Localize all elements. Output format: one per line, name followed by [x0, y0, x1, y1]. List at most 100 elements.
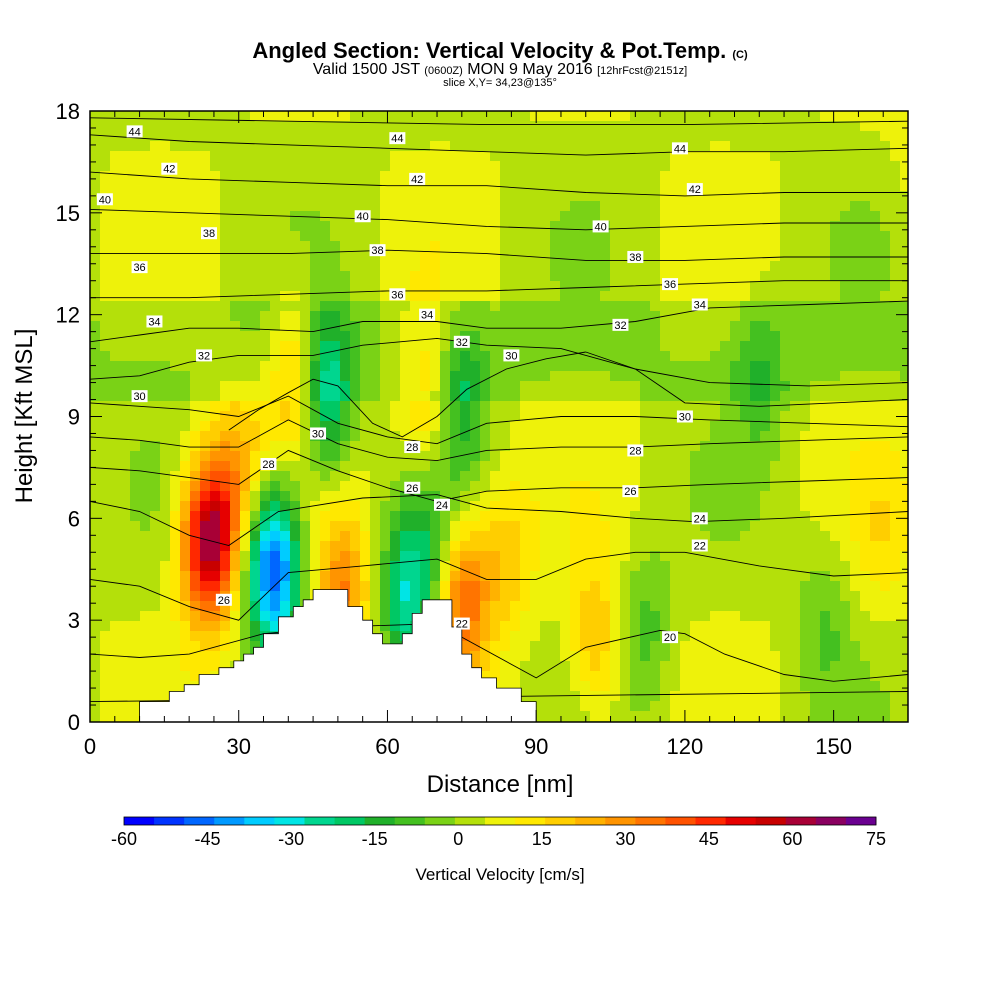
velocity-cell	[700, 351, 711, 362]
velocity-cell	[560, 681, 571, 692]
velocity-cell	[590, 701, 601, 712]
velocity-cell	[370, 251, 381, 262]
velocity-cell	[380, 261, 391, 272]
velocity-cell	[140, 501, 151, 512]
velocity-cell	[610, 291, 621, 302]
velocity-cell	[680, 561, 691, 572]
velocity-cell	[840, 231, 851, 242]
velocity-cell	[200, 531, 211, 542]
velocity-cell	[730, 111, 741, 122]
velocity-cell	[710, 711, 721, 722]
velocity-cell	[600, 341, 611, 352]
velocity-cell	[770, 601, 781, 612]
velocity-cell	[570, 331, 581, 342]
velocity-cell	[460, 461, 471, 472]
velocity-cell	[860, 431, 871, 442]
velocity-cell	[280, 431, 291, 442]
velocity-cell	[200, 311, 211, 322]
velocity-cell	[490, 501, 501, 512]
velocity-cell	[410, 451, 421, 462]
velocity-cell	[530, 541, 541, 552]
velocity-cell	[630, 241, 641, 252]
velocity-cell	[250, 301, 261, 312]
velocity-cell	[410, 241, 421, 252]
velocity-cell	[830, 531, 841, 542]
velocity-cell	[230, 421, 241, 432]
velocity-cell	[670, 151, 681, 162]
velocity-cell	[850, 571, 861, 582]
velocity-cell	[210, 361, 221, 372]
velocity-cell	[710, 681, 721, 692]
velocity-cell	[150, 461, 161, 472]
velocity-cell	[480, 651, 491, 662]
velocity-cell	[710, 641, 721, 652]
velocity-cell	[590, 601, 601, 612]
velocity-cell	[110, 391, 121, 402]
velocity-cell	[290, 351, 301, 362]
velocity-cell	[720, 601, 731, 612]
velocity-cell	[200, 481, 211, 492]
velocity-cell	[790, 181, 801, 192]
velocity-cell	[600, 301, 611, 312]
velocity-cell	[460, 561, 471, 572]
velocity-cell	[220, 481, 231, 492]
velocity-cell	[860, 301, 871, 312]
velocity-cell	[830, 441, 841, 452]
velocity-cell	[830, 431, 841, 442]
velocity-cell	[190, 561, 201, 572]
velocity-cell	[500, 361, 511, 372]
velocity-cell	[230, 391, 241, 402]
velocity-cell	[190, 571, 201, 582]
velocity-cell	[560, 511, 571, 522]
velocity-cell	[100, 631, 111, 642]
velocity-cell	[700, 701, 711, 712]
velocity-cell	[450, 521, 461, 532]
velocity-cell	[810, 341, 821, 352]
velocity-cell	[280, 551, 291, 562]
velocity-cell	[660, 181, 671, 192]
velocity-cell	[570, 321, 581, 332]
velocity-cell	[100, 611, 111, 622]
velocity-cell	[150, 691, 161, 702]
velocity-cell	[670, 301, 681, 312]
velocity-cell	[300, 321, 311, 332]
velocity-cell	[150, 271, 161, 282]
velocity-cell	[470, 511, 481, 522]
velocity-cell	[640, 621, 651, 632]
velocity-cell	[400, 521, 411, 532]
velocity-cell	[500, 151, 511, 162]
velocity-cell	[760, 311, 771, 322]
velocity-cell	[820, 381, 831, 392]
velocity-cell	[290, 531, 301, 542]
velocity-cell	[650, 141, 661, 152]
velocity-cell	[180, 611, 191, 622]
velocity-cell	[720, 481, 731, 492]
velocity-cell	[100, 641, 111, 652]
velocity-cell	[100, 371, 111, 382]
velocity-cell	[270, 621, 281, 632]
velocity-cell	[110, 601, 121, 612]
velocity-cell	[90, 471, 101, 482]
velocity-cell	[680, 241, 691, 252]
velocity-cell	[230, 311, 241, 322]
velocity-cell	[190, 531, 201, 542]
velocity-cell	[860, 351, 871, 362]
velocity-cell	[140, 211, 151, 222]
velocity-cell	[90, 591, 101, 602]
velocity-cell	[400, 171, 411, 182]
velocity-cell	[580, 271, 591, 282]
velocity-cell	[240, 641, 251, 652]
velocity-cell	[760, 711, 771, 722]
velocity-cell	[110, 691, 121, 702]
velocity-cell	[720, 651, 731, 662]
velocity-cell	[820, 581, 831, 592]
velocity-cell	[690, 571, 701, 582]
velocity-cell	[650, 211, 661, 222]
velocity-cell	[110, 331, 121, 342]
velocity-cell	[710, 631, 721, 642]
velocity-cell	[820, 391, 831, 402]
velocity-cell	[700, 641, 711, 652]
velocity-cell	[110, 521, 121, 532]
velocity-cell	[790, 641, 801, 652]
velocity-cell	[560, 331, 571, 342]
